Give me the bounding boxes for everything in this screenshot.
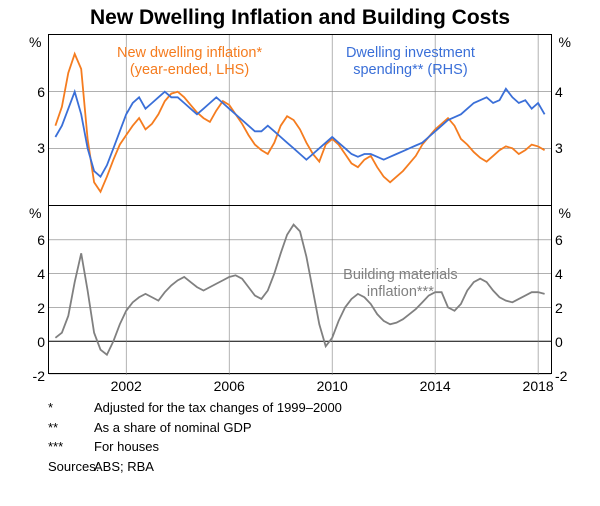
chart-container: New Dwelling Inflation and Building Cost… [0, 0, 600, 506]
footnote-3: For houses [94, 437, 159, 457]
pct-label-top-left: % [29, 34, 41, 50]
footnote-2: As a share of nominal GDP [94, 418, 252, 438]
y-tick: 6 [555, 232, 595, 248]
footnotes: *Adjusted for the tax changes of 1999–20… [48, 398, 342, 476]
y-tick: 4 [555, 84, 595, 100]
y-tick: 6 [5, 84, 45, 100]
y-tick: -2 [5, 368, 45, 384]
x-tick: 2014 [420, 378, 451, 394]
label-new-dwelling-inflation: New dwelling inflation*(year-ended, LHS) [117, 45, 262, 78]
label-dwelling-investment: Dwelling investmentspending** (RHS) [346, 45, 475, 78]
plot-area: 36 34 % % New dwelling inflation*(year-e… [48, 34, 552, 374]
x-tick: 2010 [317, 378, 348, 394]
x-tick: 2002 [111, 378, 142, 394]
y-tick: -2 [555, 368, 595, 384]
panel-top: 36 34 % % New dwelling inflation*(year-e… [49, 35, 551, 205]
y-tick: 3 [555, 140, 595, 156]
y-tick: 6 [5, 232, 45, 248]
footnote-3-sym: *** [48, 437, 94, 457]
y-tick: 0 [5, 334, 45, 350]
y-tick: 2 [5, 300, 45, 316]
footnote-1-sym: * [48, 398, 94, 418]
y-tick: 4 [555, 266, 595, 282]
sources: ABS; RBA [94, 457, 154, 477]
label-building-materials: Building materials inflation*** [325, 267, 476, 300]
y-tick: 0 [555, 334, 595, 350]
footnote-1: Adjusted for the tax changes of 1999–200… [94, 398, 342, 418]
pct-label-bot-right: % [559, 205, 571, 221]
chart-title: New Dwelling Inflation and Building Cost… [0, 0, 600, 32]
x-tick: 2006 [214, 378, 245, 394]
y-tick: 4 [5, 266, 45, 282]
x-tick: 2018 [523, 378, 554, 394]
y-tick: 2 [555, 300, 595, 316]
footnote-2-sym: ** [48, 418, 94, 438]
sources-label: Sources: [48, 457, 94, 477]
pct-label-top-right: % [559, 34, 571, 50]
pct-label-bot-left: % [29, 205, 41, 221]
panel-bottom: -20246 -20246 % % Building materials inf… [49, 205, 551, 375]
y-tick: 3 [5, 140, 45, 156]
